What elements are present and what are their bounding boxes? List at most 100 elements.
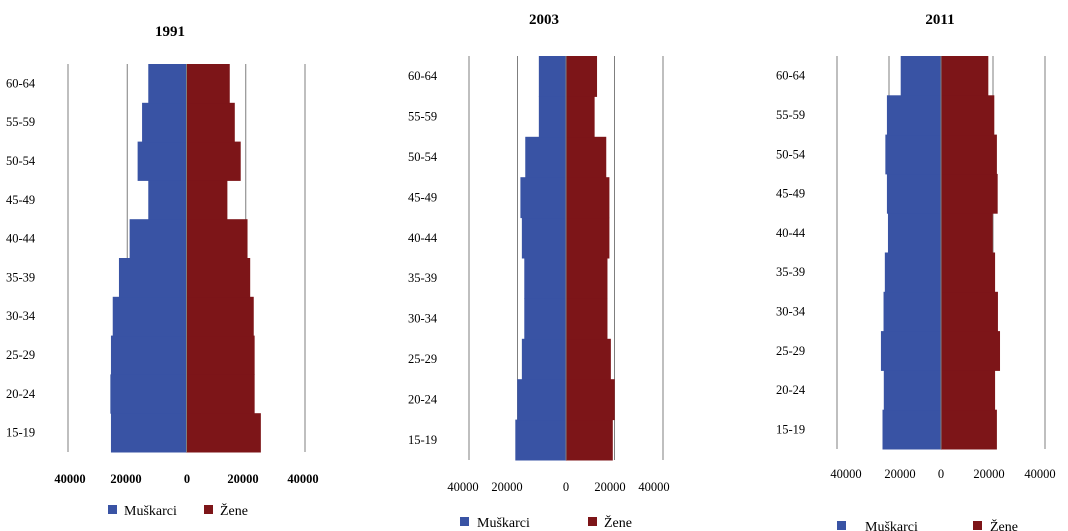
bar-female [186, 64, 230, 104]
category-label: 60-64 [776, 69, 806, 83]
bar-male [142, 102, 187, 143]
bar-male [525, 136, 566, 178]
x-tick-label: 40000 [447, 480, 478, 494]
bar-male [887, 213, 941, 253]
bar-female [566, 217, 610, 259]
category-label: 30-34 [408, 312, 438, 326]
bar-male [118, 258, 187, 298]
category-label: 15-19 [776, 422, 805, 436]
bar-female [941, 56, 989, 96]
legend-swatch-female [204, 505, 213, 514]
category-label: 40-44 [776, 226, 806, 240]
bar-female [941, 252, 996, 293]
bar-male [148, 180, 187, 220]
x-tick-label: 20000 [973, 467, 1004, 481]
bar-male [880, 331, 941, 371]
bar-male [148, 64, 187, 104]
bar-female [566, 136, 607, 178]
category-label: 60-64 [408, 69, 438, 83]
bar-male [882, 409, 941, 450]
category-label: 55-59 [776, 108, 805, 122]
legend-swatch-male [460, 517, 469, 526]
bar-male [883, 370, 941, 411]
category-label: 25-29 [6, 348, 35, 362]
chart-title: 2011 [925, 12, 954, 28]
bar-male [886, 173, 941, 214]
x-tick-label: 20000 [491, 480, 522, 494]
x-tick-label: 40000 [287, 472, 318, 486]
bar-female [566, 298, 608, 340]
x-tick-label: 40000 [830, 467, 861, 481]
category-label: 20-24 [6, 387, 36, 401]
bar-male [524, 258, 566, 299]
bar-female [941, 173, 998, 214]
x-tick-label: 40000 [638, 480, 669, 494]
category-label: 40-44 [6, 232, 36, 246]
bar-male [538, 96, 566, 138]
legend-label-female: Žene [220, 502, 248, 519]
bar-male [886, 95, 941, 136]
category-label: 20-24 [408, 392, 438, 406]
bar-male [885, 134, 941, 175]
bar-male [538, 56, 566, 97]
bar-male [884, 252, 941, 293]
bar-female [566, 338, 611, 380]
bar-female [941, 331, 1001, 371]
category-label: 60-64 [6, 76, 36, 90]
chart-title: 2003 [529, 12, 559, 28]
category-label: 35-39 [6, 270, 35, 284]
category-label: 50-54 [776, 147, 806, 161]
x-tick-label: 20000 [110, 472, 141, 486]
bar-female [186, 296, 254, 337]
bar-female [566, 96, 595, 138]
legend-label-female: Žene [990, 518, 1018, 531]
category-label: 25-29 [776, 344, 805, 358]
category-label: 35-39 [408, 271, 437, 285]
x-tick-label: 0 [184, 472, 190, 486]
category-label: 20-24 [776, 383, 806, 397]
legend-label-male: Muškarci [477, 516, 530, 531]
bar-female [941, 213, 993, 253]
bar-female [941, 291, 998, 332]
category-label: 30-34 [6, 309, 36, 323]
bar-male [110, 413, 187, 453]
bar-female [186, 335, 255, 375]
category-label: 50-54 [408, 150, 438, 164]
bar-female [941, 134, 997, 175]
bar-female [566, 56, 598, 97]
category-label: 15-19 [408, 433, 437, 447]
bar-male [110, 374, 187, 414]
bar-female [186, 374, 255, 414]
bar-male [883, 291, 941, 332]
category-label: 55-59 [408, 110, 437, 124]
x-tick-label: 0 [563, 480, 569, 494]
bar-female [566, 379, 615, 421]
bar-female [186, 180, 228, 220]
category-label: 30-34 [776, 304, 806, 318]
category-label: 55-59 [6, 115, 35, 129]
bar-female [566, 258, 608, 299]
x-tick-label: 40000 [54, 472, 85, 486]
bar-male [520, 177, 566, 219]
category-label: 15-19 [6, 426, 35, 440]
x-tick-label: 20000 [884, 467, 915, 481]
x-tick-label: 0 [938, 467, 944, 481]
legend-label-male: Muškarci [124, 504, 177, 519]
x-tick-label: 40000 [1024, 467, 1055, 481]
category-label: 45-49 [6, 193, 35, 207]
bar-female [186, 141, 241, 181]
legend-swatch-female [973, 521, 982, 530]
legend-label-male: Muškarci [865, 520, 918, 531]
bar-female [566, 177, 610, 219]
bar-female [186, 102, 235, 143]
x-tick-label: 20000 [227, 472, 258, 486]
category-label: 40-44 [408, 231, 438, 245]
chart-title: 1991 [155, 24, 185, 40]
bar-male [129, 219, 187, 259]
bar-male [521, 338, 566, 380]
legend-swatch-female [588, 517, 597, 526]
bar-male [524, 298, 566, 340]
chart-1: 15-19 20-24 25-29 30-34 35-39 40-44 45-49 50-54… [408, 12, 670, 531]
bar-male [517, 379, 566, 421]
